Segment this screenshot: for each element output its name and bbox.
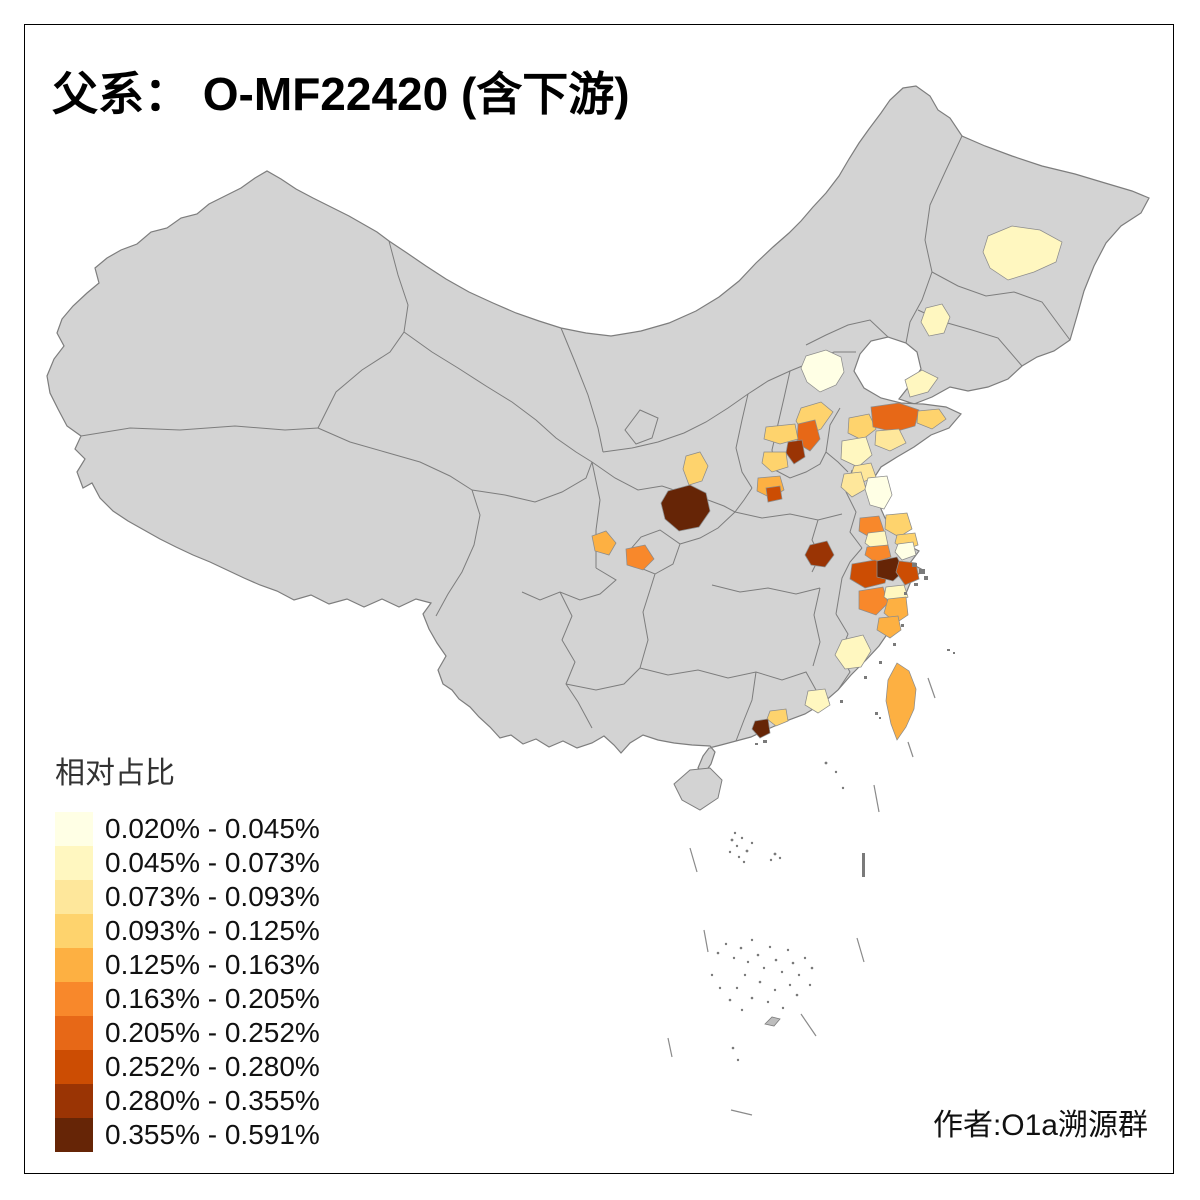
region-hubei-wuhan (804, 540, 835, 568)
legend: 相对占比 0.020% - 0.045% 0.045% - 0.073% 0.0… (55, 748, 320, 1152)
legend-item: 0.125% - 0.163% (55, 948, 320, 982)
region-henan-jiaozuo (765, 485, 783, 503)
region-hebei-handan (785, 439, 806, 465)
region-shanghai-suzhou (894, 541, 917, 561)
region-guangdong-chaozhou (766, 708, 789, 727)
legend-swatch (55, 948, 93, 982)
legend-swatch (55, 1118, 93, 1152)
region-heilongjiang-suihua (982, 225, 1063, 281)
legend-item: 0.045% - 0.073% (55, 846, 320, 880)
legend-item: 0.355% - 0.591% (55, 1118, 320, 1152)
legend-swatch (55, 812, 93, 846)
legend-label: 0.163% - 0.205% (105, 983, 320, 1014)
region-sichuan-chengdu (625, 544, 655, 571)
region-beijing (800, 349, 845, 393)
legend-label: 0.045% - 0.073% (105, 847, 320, 878)
region-shandong-jinan (847, 413, 877, 441)
legend-swatch (55, 1016, 93, 1050)
region-fujian-zhangzhou (804, 688, 831, 714)
legend-label: 0.280% - 0.355% (105, 1085, 320, 1116)
region-guangdong-shenzhen (751, 718, 771, 739)
legend-label: 0.020% - 0.045% (105, 813, 320, 844)
legend-title: 相对占比 (55, 757, 175, 790)
choropleth-regions (591, 225, 1063, 741)
region-zhejiang-wenzhou (876, 615, 902, 639)
legend-item: 0.020% - 0.045% (55, 812, 320, 846)
legend-label: 0.073% - 0.093% (105, 881, 320, 912)
legend-item: 0.093% - 0.125% (55, 914, 320, 948)
legend-label: 0.125% - 0.163% (105, 949, 320, 980)
legend-swatch (55, 982, 93, 1016)
region-shandong-linyi (840, 436, 873, 468)
legend-label: 0.093% - 0.125% (105, 915, 320, 946)
province-borders (80, 135, 1071, 742)
region-taiwan (885, 662, 917, 741)
author-credit: 作者:O1a溯源群 (932, 1109, 1148, 1142)
legend-label: 0.205% - 0.252% (105, 1017, 320, 1048)
region-sichuan-mianyang (591, 530, 617, 556)
region-liaoning-dalian (904, 369, 939, 398)
region-zhejiang-jinhua (858, 586, 889, 616)
plot-border (24, 24, 1174, 1174)
region-shaanxi-hanzhong (660, 484, 711, 532)
south-china-sea-islands (667, 761, 880, 1116)
region-shandong-yantai (916, 408, 947, 430)
legend-item: 0.280% - 0.355% (55, 1084, 320, 1118)
region-shanxi-changzhi (761, 451, 789, 473)
legend-swatch (55, 880, 93, 914)
legend-item: 0.252% - 0.280% (55, 1050, 320, 1084)
legend-swatch (55, 846, 93, 880)
coastal-islets (755, 563, 955, 758)
legend-item: 0.205% - 0.252% (55, 1016, 320, 1050)
region-jiangsu-yancheng-south (884, 512, 913, 538)
region-jiangsu-xuzhou (840, 471, 867, 498)
legend-swatch (55, 1050, 93, 1084)
region-fujian-ningde (834, 634, 872, 670)
legend-item: 0.163% - 0.205% (55, 982, 320, 1016)
region-shandong-weifang-qingdao (870, 402, 920, 433)
hainan-island (673, 767, 723, 811)
region-shandong-rizhao (874, 428, 907, 452)
legend-item: 0.073% - 0.093% (55, 880, 320, 914)
legend-swatch (55, 914, 93, 948)
legend-label: 0.355% - 0.591% (105, 1119, 320, 1150)
region-jilin-songyuan (920, 303, 951, 337)
spratly-main-islet (764, 1016, 781, 1027)
legend-label: 0.252% - 0.280% (105, 1051, 320, 1082)
page-title: 父系： O-MF22420 (含下游) (52, 68, 630, 120)
legend-swatch (55, 1084, 93, 1118)
region-gansu-tianshui (682, 451, 709, 486)
region-jiangsu-huaian (864, 475, 893, 510)
